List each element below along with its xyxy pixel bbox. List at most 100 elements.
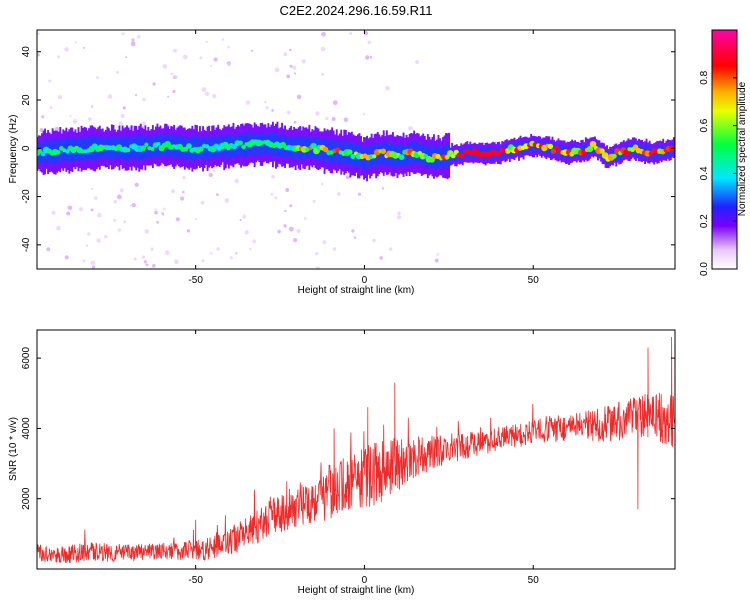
heatmap-cell	[349, 142, 352, 168]
heatmap-cell	[350, 153, 356, 160]
heatmap-cell	[208, 172, 213, 178]
heatmap-cell	[611, 153, 617, 159]
y-tick-label: 6000	[21, 347, 32, 370]
heatmap-cell	[285, 188, 290, 192]
heatmap-cell	[143, 260, 147, 264]
heatmap-cell	[277, 229, 281, 234]
x-tick-label: -50	[188, 275, 203, 286]
colorbar-tick-label: 0.2	[699, 214, 710, 228]
heatmap-cell	[623, 149, 630, 156]
heatmap-cell	[270, 192, 274, 196]
heatmap-cell	[315, 252, 319, 256]
heatmap-cell	[91, 188, 94, 191]
heatmap-cell	[194, 218, 197, 221]
y-tick-label: 4000	[21, 417, 32, 440]
heatmap-cell	[271, 109, 274, 112]
heatmap-cell	[599, 148, 605, 154]
heatmap-cell	[331, 117, 336, 121]
heatmap-cell	[130, 41, 136, 47]
x-tick-label: 0	[362, 275, 368, 286]
heatmap-cell	[212, 169, 216, 173]
heatmap-cell	[289, 48, 292, 52]
heatmap-cell	[152, 82, 156, 86]
heatmap-cell	[274, 196, 278, 200]
heatmap-cell	[67, 205, 73, 211]
y-tick-label: 40	[21, 46, 32, 58]
heatmap-cell	[141, 255, 146, 259]
heatmap-cell	[121, 32, 125, 36]
heatmap-cell	[531, 140, 534, 153]
heatmap-cell	[244, 230, 249, 235]
heatmap-cell	[586, 146, 594, 153]
heatmap-cell	[250, 49, 254, 52]
heatmap-cell	[150, 146, 155, 151]
x-tick-label: 0	[362, 575, 368, 586]
heatmap-cell	[188, 137, 191, 161]
heatmap-cell	[405, 144, 408, 167]
colorbar-tick-label: 0.8	[699, 70, 710, 84]
heatmap-cell	[96, 76, 99, 80]
snr-series-line	[37, 336, 675, 564]
heatmap-cell	[74, 41, 77, 44]
heatmap-cell	[398, 154, 405, 161]
heatmap-cell	[134, 94, 138, 97]
heatmap-cell	[239, 218, 242, 222]
heatmap-cell	[145, 138, 148, 158]
heatmap-cell	[224, 198, 230, 203]
heatmap-cell	[209, 64, 212, 67]
x-tick-label: 50	[528, 575, 540, 586]
colorbar-tick-label: 0.4	[699, 166, 710, 180]
spectrogram-frame	[36, 29, 676, 270]
heatmap-cell	[37, 53, 40, 57]
heatmap-cell	[174, 75, 178, 79]
heatmap-cell	[46, 247, 51, 252]
heatmap-cell	[162, 207, 166, 211]
snr-panel: -50 0 50 2000 4000 6000 Height of straight li…	[8, 329, 676, 596]
colorbar-tick-label: 0.0	[699, 262, 710, 276]
x-tick-label: -50	[188, 575, 203, 586]
heatmap-cell	[54, 126, 60, 132]
heatmap-cell	[320, 46, 326, 52]
snr-x-label: Height of straight line (km)	[298, 585, 415, 596]
heatmap-cell	[186, 229, 191, 233]
heatmap-cell	[315, 111, 320, 116]
heatmap-cell	[229, 256, 233, 260]
spectrogram-x-label: Height of straight line (km)	[298, 285, 415, 296]
heatmap-cell	[221, 38, 225, 41]
heatmap-cell	[404, 145, 406, 166]
heatmap-cell	[245, 100, 251, 105]
heatmap-cell	[436, 253, 440, 256]
heatmap-cell	[351, 229, 355, 233]
heatmap-cell	[216, 247, 220, 251]
heatmap-cell	[118, 121, 123, 126]
heatmap-cell	[82, 259, 86, 263]
heatmap-cell	[154, 210, 158, 215]
heatmap-cell	[241, 132, 244, 156]
heatmap-cell	[83, 136, 86, 161]
heatmap-cell	[343, 117, 349, 123]
heatmap-cell	[60, 141, 63, 161]
heatmap-cell	[397, 211, 401, 215]
heatmap-cell	[200, 200, 205, 205]
heatmap-cell	[199, 56, 203, 60]
heatmap-cell	[296, 229, 301, 233]
spectrogram-marks	[37, 30, 675, 269]
heatmap-cell	[120, 113, 125, 118]
heatmap-cell	[142, 121, 146, 125]
heatmap-cell	[315, 266, 320, 269]
heatmap-cell	[161, 213, 165, 216]
heatmap-cell	[117, 228, 121, 232]
heatmap-cell	[131, 203, 136, 208]
heatmap-cell	[450, 153, 456, 159]
heatmap-cell	[175, 217, 180, 222]
heatmap-cell	[249, 247, 252, 251]
heatmap-cell	[116, 194, 122, 200]
heatmap-cell	[206, 136, 209, 161]
heatmap-cell	[129, 204, 132, 207]
y-tick-label: 0	[21, 145, 32, 151]
y-tick-label: 20	[21, 94, 32, 106]
heatmap-cell	[289, 226, 294, 232]
heatmap-cell	[286, 74, 291, 79]
heatmap-cell	[241, 144, 246, 150]
